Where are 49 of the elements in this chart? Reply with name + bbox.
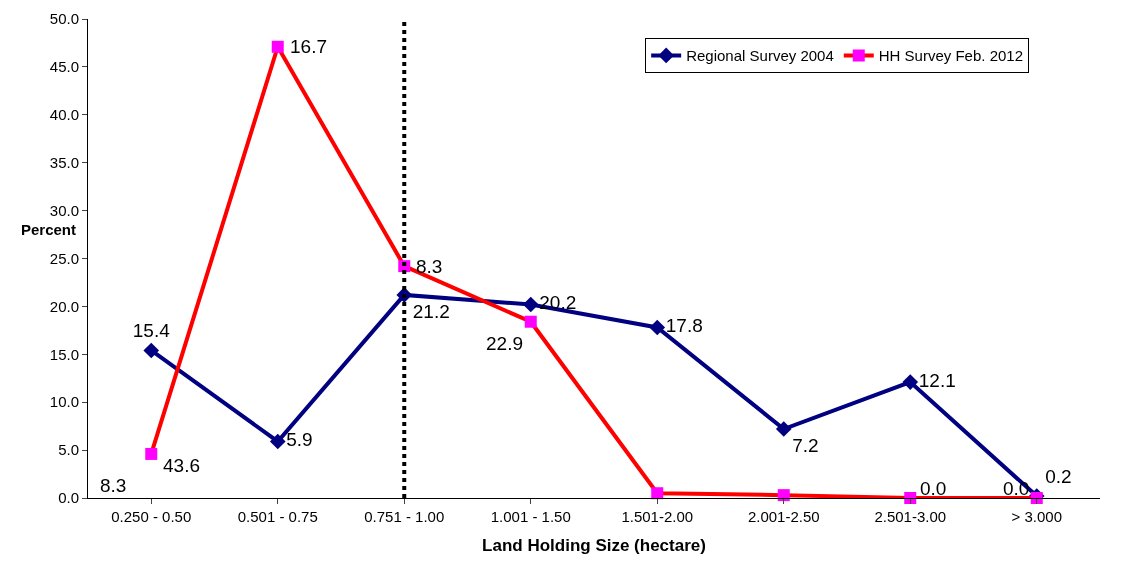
data-label: 21.2 xyxy=(412,300,450,322)
x-axis-title: Land Holding Size (hectare) xyxy=(482,536,706,556)
data-label: 7.2 xyxy=(792,434,819,456)
annotation: 8.3 xyxy=(416,256,443,277)
point xyxy=(271,40,284,53)
annotation: 16.7 xyxy=(290,36,327,57)
data-label: 17.8 xyxy=(665,315,703,337)
annotation: 0.0 xyxy=(1003,478,1030,499)
y-tick-label: 45.0 xyxy=(49,58,79,76)
data-label: 5.9 xyxy=(286,429,313,451)
legend-label: HH Survey Feb. 2012 xyxy=(878,47,1024,65)
x-tick-label: 0.751 - 1.00 xyxy=(364,508,445,525)
legend-label: Regional Survey 2004 xyxy=(686,47,834,65)
x-tick-label: 1.501-2.00 xyxy=(621,508,694,525)
annotation: 22.9 xyxy=(486,333,523,354)
x-tick-label: 0.250 - 0.50 xyxy=(111,508,192,525)
y-tick-label: 50.0 xyxy=(49,10,79,28)
point xyxy=(145,447,158,460)
data-label: 15.4 xyxy=(132,320,171,342)
point xyxy=(524,315,537,328)
annotation: 8.3 xyxy=(100,475,127,496)
point xyxy=(143,342,160,359)
point xyxy=(775,421,792,437)
data-label: 0.2 xyxy=(1045,465,1072,487)
y-tick-label: 35.0 xyxy=(49,153,79,171)
point xyxy=(902,374,919,390)
y-tick-label: 25.0 xyxy=(49,249,79,267)
x-tick-label: 2.001-2.50 xyxy=(747,508,820,525)
point xyxy=(649,319,666,336)
x-tick-label: 1.001 - 1.50 xyxy=(490,508,571,525)
annotation: 43.6 xyxy=(163,455,200,476)
y-tick-label: 40.0 xyxy=(49,106,79,124)
x-tick-label: 2.501-3.00 xyxy=(874,508,947,525)
point xyxy=(651,487,664,500)
y-tick-label: 30.0 xyxy=(49,201,79,219)
data-label: 12.1 xyxy=(918,369,956,391)
y-tick-label: 0.0 xyxy=(58,489,79,507)
y-tick-label: 5.0 xyxy=(58,441,79,459)
y-tick-label: 10.0 xyxy=(49,393,79,411)
y-tick-label: 20.0 xyxy=(49,297,79,315)
x-tick-label: > 3.000 xyxy=(1011,508,1062,525)
point xyxy=(777,489,790,502)
annotation: 0.0 xyxy=(920,478,947,499)
y-tick-label: 15.0 xyxy=(49,345,79,363)
data-label: 20.2 xyxy=(539,292,577,314)
point xyxy=(522,296,539,313)
y-axis-title: Percent xyxy=(21,221,77,238)
x-tick-label: 0.501 - 0.75 xyxy=(237,508,318,525)
point xyxy=(269,433,286,450)
